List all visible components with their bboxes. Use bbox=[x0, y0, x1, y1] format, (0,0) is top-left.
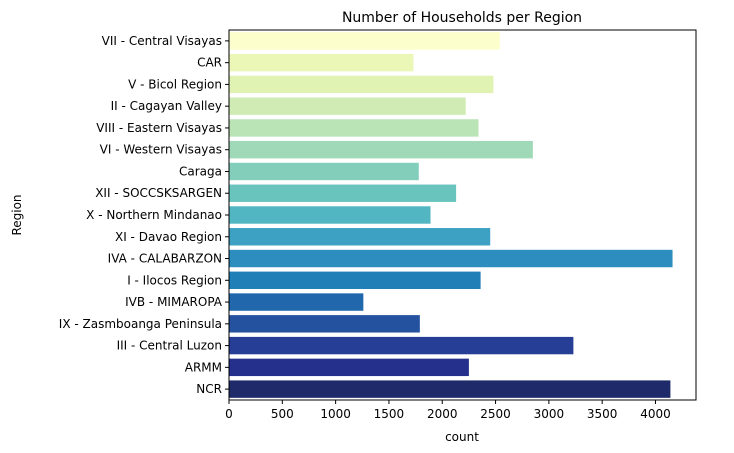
y-tick-label: V - Bicol Region bbox=[128, 77, 222, 91]
bar bbox=[229, 162, 419, 181]
bar bbox=[229, 119, 479, 137]
y-ticks-group: VII - Central Visayas CAR V - Bicol Region… bbox=[59, 34, 229, 396]
bar bbox=[229, 293, 364, 311]
x-ticks-group: 0 500 1000 1500 2000 2500 3000 3500 4000 bbox=[225, 400, 671, 421]
y-tick-label: CAR bbox=[197, 56, 222, 70]
x-tick-label: 0 bbox=[225, 407, 233, 421]
x-axis-label: count bbox=[445, 430, 479, 444]
bar bbox=[229, 184, 457, 202]
bar bbox=[229, 32, 500, 50]
bar bbox=[229, 358, 469, 377]
y-tick-label: I - Ilocos Region bbox=[127, 273, 222, 287]
bar bbox=[229, 380, 671, 398]
chart-title: Number of Households per Region bbox=[342, 10, 582, 26]
y-tick-label: VII - Central Visayas bbox=[102, 34, 222, 48]
bar bbox=[229, 206, 431, 224]
bar bbox=[229, 53, 414, 72]
x-tick-label: 2000 bbox=[427, 407, 458, 421]
bar bbox=[229, 97, 466, 115]
y-tick-label: IX - Zasmboanga Peninsula bbox=[59, 317, 222, 331]
y-axis-label: Region bbox=[10, 194, 24, 235]
bar bbox=[229, 249, 673, 268]
y-tick-label: IVB - MIMAROPA bbox=[125, 295, 223, 309]
y-tick-label: XI - Davao Region bbox=[115, 230, 222, 244]
x-tick-label: 3500 bbox=[587, 407, 618, 421]
x-tick-label: 2500 bbox=[480, 407, 511, 421]
x-tick-label: 1500 bbox=[374, 407, 405, 421]
bars-group bbox=[229, 32, 673, 398]
y-tick-label: XII - SOCCSKSARGEN bbox=[95, 186, 222, 200]
plot-border bbox=[228, 29, 697, 401]
x-tick-label: 3000 bbox=[534, 407, 565, 421]
y-tick-label: VI - Western Visayas bbox=[100, 143, 222, 157]
bar bbox=[229, 141, 533, 159]
bar bbox=[229, 336, 574, 355]
bar bbox=[229, 228, 491, 246]
bar bbox=[229, 271, 481, 289]
x-tick-label: 1000 bbox=[320, 407, 351, 421]
y-tick-label: ARMM bbox=[185, 360, 222, 374]
y-tick-label: II - Cagayan Valley bbox=[111, 99, 222, 113]
y-tick-label: III - Central Luzon bbox=[117, 339, 222, 353]
bar bbox=[229, 75, 494, 94]
y-tick-label: NCR bbox=[196, 382, 222, 396]
y-tick-label: VIII - Eastern Visayas bbox=[96, 121, 222, 135]
y-tick-label: Caraga bbox=[179, 164, 222, 178]
x-tick-label: 4000 bbox=[640, 407, 671, 421]
plot-frame bbox=[228, 29, 697, 401]
x-tick-label: 500 bbox=[271, 407, 294, 421]
bar bbox=[229, 315, 420, 333]
y-tick-label: IVA - CALABARZON bbox=[108, 252, 222, 266]
y-tick-label: X - Northern Mindanao bbox=[86, 208, 222, 222]
